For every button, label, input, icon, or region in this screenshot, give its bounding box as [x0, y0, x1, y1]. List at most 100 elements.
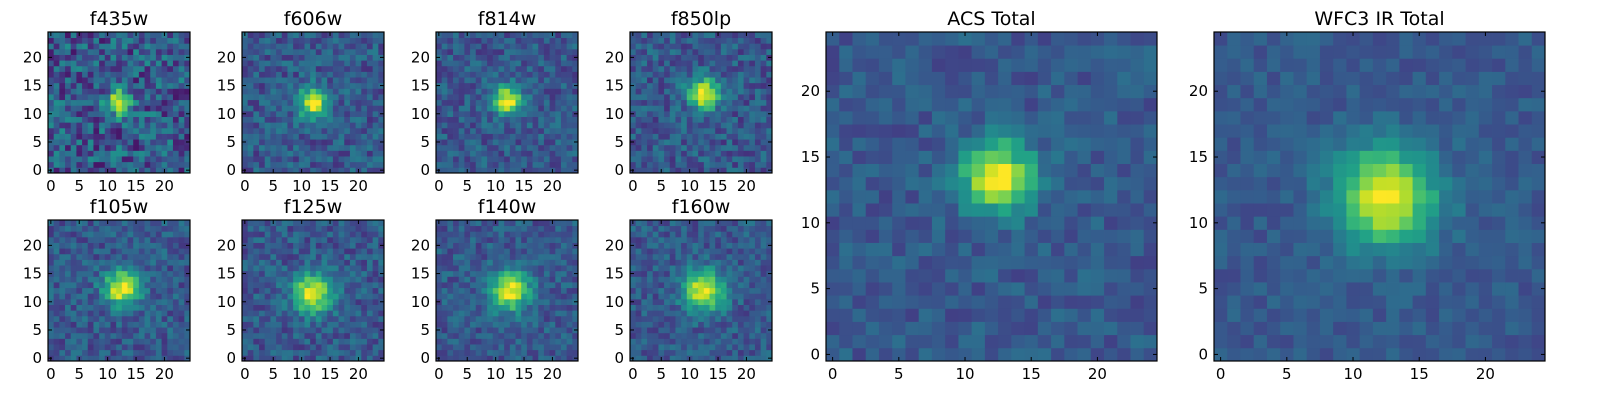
y-tick-label: 15: [411, 77, 430, 95]
heatmap-cell: [155, 304, 162, 311]
heatmap-cell: [65, 139, 72, 146]
heatmap-cell: [726, 122, 733, 129]
heatmap-cell: [304, 310, 311, 317]
heatmap-cell: [76, 270, 83, 277]
heatmap-cell: [492, 156, 499, 163]
heatmap-cell: [332, 133, 339, 140]
heatmap-cell: [65, 105, 72, 112]
heatmap-cell: [635, 332, 642, 339]
heatmap-cell: [144, 127, 151, 134]
heatmap-cell: [127, 48, 134, 55]
heatmap-cell: [692, 54, 699, 61]
heatmap-cell: [127, 242, 134, 249]
heatmap-cell: [532, 133, 539, 140]
heatmap-cell: [150, 110, 157, 117]
heatmap-cell: [259, 265, 266, 272]
heatmap-cell: [315, 253, 322, 260]
heatmap-cell: [287, 144, 294, 151]
heatmap-cell: [178, 48, 185, 55]
heatmap-cell: [338, 105, 345, 112]
heatmap-cell: [526, 77, 533, 84]
heatmap-cell: [150, 265, 157, 272]
heatmap-cell: [635, 110, 642, 117]
heatmap-cell: [361, 321, 368, 328]
heatmap-cell: [281, 94, 288, 101]
heatmap-cell: [737, 99, 744, 106]
heatmap-cell: [259, 65, 266, 72]
heatmap-cell: [304, 259, 311, 266]
heatmap-cell: [560, 133, 568, 140]
heatmap-cell: [82, 156, 89, 163]
heatmap-cell: [127, 270, 134, 277]
heatmap-cell: [749, 298, 756, 305]
heatmap-cell: [172, 150, 180, 157]
heatmap-cell: [355, 116, 362, 123]
heatmap-cell: [498, 116, 505, 123]
heatmap-cell: [709, 110, 716, 117]
panel-title: f814w: [478, 8, 537, 30]
heatmap-cell: [630, 116, 637, 123]
heatmap-cell: [167, 43, 174, 50]
heatmap-cell: [59, 161, 66, 168]
heatmap-cell: [441, 43, 448, 50]
heatmap-cell: [675, 77, 682, 84]
heatmap-cell: [167, 344, 174, 351]
heatmap-cell: [504, 248, 511, 255]
heatmap-cell: [321, 54, 328, 61]
heatmap-cell: [76, 161, 83, 168]
heatmap-cell: [681, 282, 688, 289]
heatmap-cell: [110, 32, 117, 39]
heatmap-cell: [675, 338, 682, 345]
heatmap-cell: [681, 321, 688, 328]
heatmap-cell: [150, 43, 157, 50]
heatmap-cell: [453, 88, 460, 95]
heatmap-cell: [293, 161, 300, 168]
heatmap-cell: [737, 282, 744, 289]
heatmap-cell: [698, 276, 705, 283]
heatmap-cell: [549, 71, 556, 78]
heatmap-cell: [737, 332, 744, 339]
heatmap-cell: [104, 71, 111, 78]
heatmap-cell: [93, 355, 100, 362]
heatmap-cell: [338, 265, 345, 272]
heatmap-cell: [70, 37, 77, 44]
heatmap-cell: [59, 122, 66, 129]
heatmap-cell: [526, 82, 533, 89]
heatmap-cell: [270, 349, 277, 356]
heatmap-cell: [726, 144, 733, 151]
heatmap-cell: [378, 231, 385, 238]
heatmap-cell: [247, 332, 254, 339]
heatmap-cell: [532, 37, 539, 44]
heatmap-cell: [692, 105, 699, 112]
heatmap-cell: [349, 32, 356, 39]
heatmap-cell: [481, 253, 488, 260]
heatmap-cell: [355, 94, 362, 101]
heatmap-cell: [436, 225, 443, 232]
heatmap-cell: [242, 321, 249, 328]
heatmap-cell: [48, 88, 55, 95]
heatmap-cell: [116, 105, 123, 112]
heatmap-cell: [99, 43, 106, 50]
panel-title: f850lp: [671, 8, 731, 30]
heatmap-cell: [127, 355, 134, 362]
heatmap-cell: [681, 150, 688, 157]
heatmap-cell: [549, 60, 556, 67]
heatmap-cell: [630, 77, 637, 84]
heatmap-cell: [155, 116, 162, 123]
heatmap-cell: [509, 310, 516, 317]
heatmap-cell: [498, 65, 505, 72]
heatmap-cell: [338, 293, 345, 300]
heatmap-cell: [641, 71, 648, 78]
heatmap-cell: [504, 161, 511, 168]
heatmap-cell: [110, 282, 117, 289]
heatmap-cell: [749, 127, 756, 134]
x-tick-label: 0: [46, 177, 56, 195]
heatmap-cell: [498, 287, 505, 294]
heatmap-cell: [138, 110, 145, 117]
heatmap-cell: [138, 48, 145, 55]
heatmap-cell: [99, 265, 106, 272]
heatmap-cell: [453, 265, 460, 272]
heatmap-cell: [315, 349, 322, 356]
heatmap-cell: [470, 310, 477, 317]
heatmap-cell: [133, 344, 140, 351]
